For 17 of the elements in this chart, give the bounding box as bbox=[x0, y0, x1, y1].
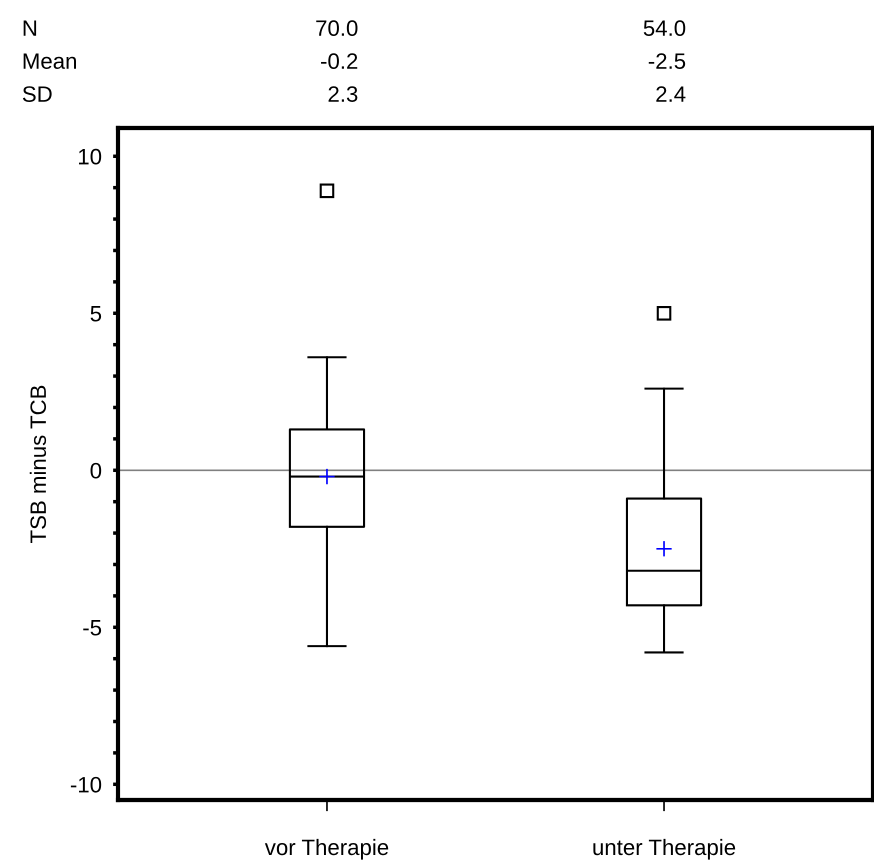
text: Mean bbox=[24, 53, 76, 69]
text: SD bbox=[22, 86, 52, 102]
y-tick-label: 10 bbox=[79, 148, 102, 165]
text: 2.4 bbox=[656, 86, 686, 102]
x-tick-label: unter Therapie bbox=[593, 838, 736, 860]
y-tick-label: -5 bbox=[83, 620, 102, 636]
x-tick-label: vor Therapie bbox=[264, 838, 388, 860]
text: 2.3 bbox=[328, 86, 358, 102]
y-tick-label: 0 bbox=[90, 462, 102, 479]
y-tick-label: -10 bbox=[70, 776, 102, 793]
text: -0.2 bbox=[321, 53, 358, 69]
y-tick-label: 5 bbox=[90, 306, 102, 322]
text: -2.5 bbox=[648, 53, 686, 69]
y-axis-title: TSB minus TCB bbox=[30, 386, 46, 543]
text: N bbox=[24, 20, 36, 36]
text: 54.0 bbox=[644, 20, 686, 36]
text: 70.0 bbox=[316, 20, 358, 36]
